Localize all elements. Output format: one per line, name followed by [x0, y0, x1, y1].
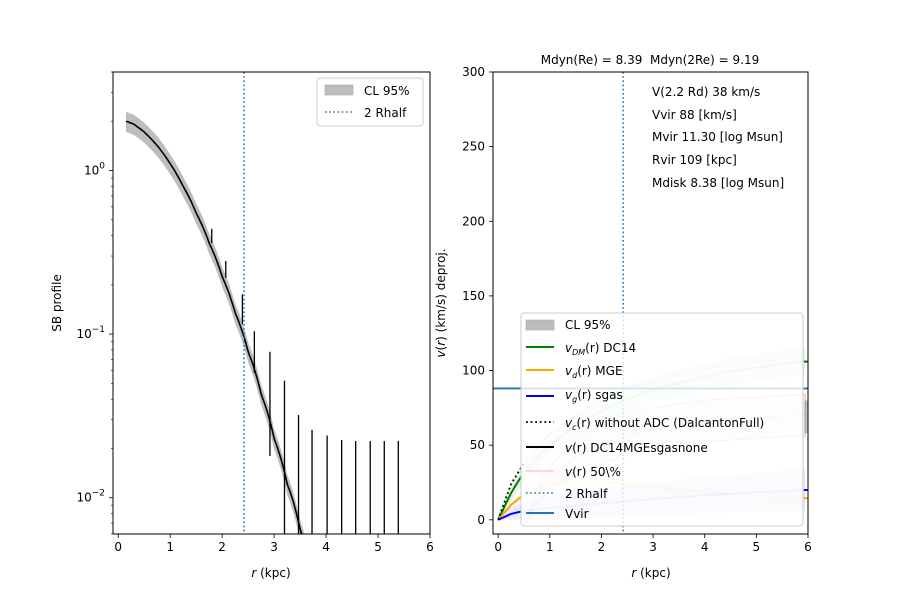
legend-label-v50: v(r) 50\% [565, 465, 621, 479]
left-x-axis-label: r (kpc) [251, 566, 290, 580]
left-panel: 0 1 2 3 4 5 6 100 10−1 10−2 r (kpc) SB profile C… [50, 71, 434, 580]
right-legend-box [520, 312, 804, 527]
annotation-mdisk: Mdisk 8.38 [log Msun] [652, 176, 784, 190]
legend-label-rhalf: 2 Rhalf [364, 106, 407, 120]
left-plot-area [125, 72, 399, 534]
right-y-axis-label: v(r) (km/s) deproj. [434, 248, 448, 357]
annotation-vvir: Vvir 88 [km/s] [652, 108, 737, 122]
left-axes-frame [112, 71, 431, 535]
series-line-2 [497, 510, 522, 521]
x-tick-label: 3 [270, 540, 278, 554]
x-tick-label: 5 [374, 540, 382, 554]
x-tick-label: 3 [649, 540, 657, 554]
legend-label-vd: vd(r) MGE [565, 364, 623, 380]
annotation-v22rd: V(2.2 Rd) 38 km/s [652, 85, 760, 99]
x-tick-label: 1 [546, 540, 554, 554]
y-tick-label: 100 [84, 161, 105, 177]
legend-label-vtotal: v(r) DC14MGEsgasnone [565, 441, 708, 455]
right-x-ticks: 0 1 2 3 4 5 6 [494, 534, 812, 554]
x-tick-label: 0 [494, 540, 502, 554]
legend-label-rhalf-right: 2 Rhalf [565, 487, 608, 501]
x-tick-label: 2 [218, 540, 226, 554]
legend-label-vg: vg(r) sgas [565, 388, 623, 404]
x-tick-label: 4 [322, 540, 330, 554]
legend-label-vdm: vDM(r) DC14 [565, 341, 636, 357]
right-annotations: V(2.2 Rd) 38 km/s Vvir 88 [km/s] Mvir 11… [652, 85, 784, 190]
right-axes-frame [492, 71, 809, 535]
total-end-band [804, 400, 808, 434]
x-tick-label: 0 [114, 540, 122, 554]
x-tick-label: 4 [701, 540, 709, 554]
legend-swatch-cl95-right [525, 319, 555, 331]
left-legend: CL 95% 2 Rhalf [316, 77, 424, 127]
x-tick-label: 2 [598, 540, 606, 554]
x-tick-label: 1 [166, 540, 174, 554]
y-tick-label: 10−1 [76, 325, 105, 341]
legend-label-vvir: Vvir [565, 507, 589, 521]
y-tick-label: 300 [462, 65, 485, 79]
y-tick-label: 100 [462, 364, 485, 378]
x-tick-label: 5 [753, 540, 761, 554]
series-line-0 [497, 475, 523, 521]
right-panel-title: Mdyn(Re) = 8.39 Mdyn(2Re) = 9.19 [541, 53, 760, 67]
y-tick-label: 200 [462, 214, 485, 228]
right-y-ticks: 0 50 100 150 200 250 300 [462, 65, 493, 527]
x-tick-label: 6 [804, 540, 812, 554]
right-panel: Mdyn(Re) = 8.39 Mdyn(2Re) = 9.19 0 1 2 3 4 5 6… [434, 53, 812, 580]
right-legend: CL 95% vDM(r) DC14 vd(r) MGE vg(r) sgas … [520, 312, 804, 527]
left-y-ticks: 100 10−1 10−2 [76, 71, 113, 535]
sb-model-line [125, 120, 303, 534]
y-tick-label: 10−2 [76, 489, 105, 505]
y-tick-label: 150 [462, 289, 485, 303]
legend-label-cl95-right: CL 95% [565, 318, 611, 332]
left-y-axis-label: SB profile [50, 274, 64, 332]
series-line-1 [497, 495, 522, 521]
legend-label-cl95: CL 95% [364, 84, 410, 98]
legend-label-vc: vc(r) without ADC (DalcantonFull) [565, 416, 764, 432]
annotation-rvir: Rvir 109 [kpc] [652, 153, 737, 167]
x-tick-label: 6 [426, 540, 434, 554]
y-tick-label: 0 [477, 513, 485, 527]
legend-swatch-cl95 [324, 84, 354, 96]
y-tick-label: 250 [462, 140, 485, 154]
right-x-axis-label: r (kpc) [631, 566, 670, 580]
y-tick-label: 50 [470, 438, 485, 452]
series-line-3 [497, 462, 525, 521]
annotation-mvir: Mvir 11.30 [log Msun] [652, 130, 783, 144]
cl95-band [126, 111, 304, 534]
left-x-ticks: 0 1 2 3 4 5 6 [114, 534, 434, 554]
